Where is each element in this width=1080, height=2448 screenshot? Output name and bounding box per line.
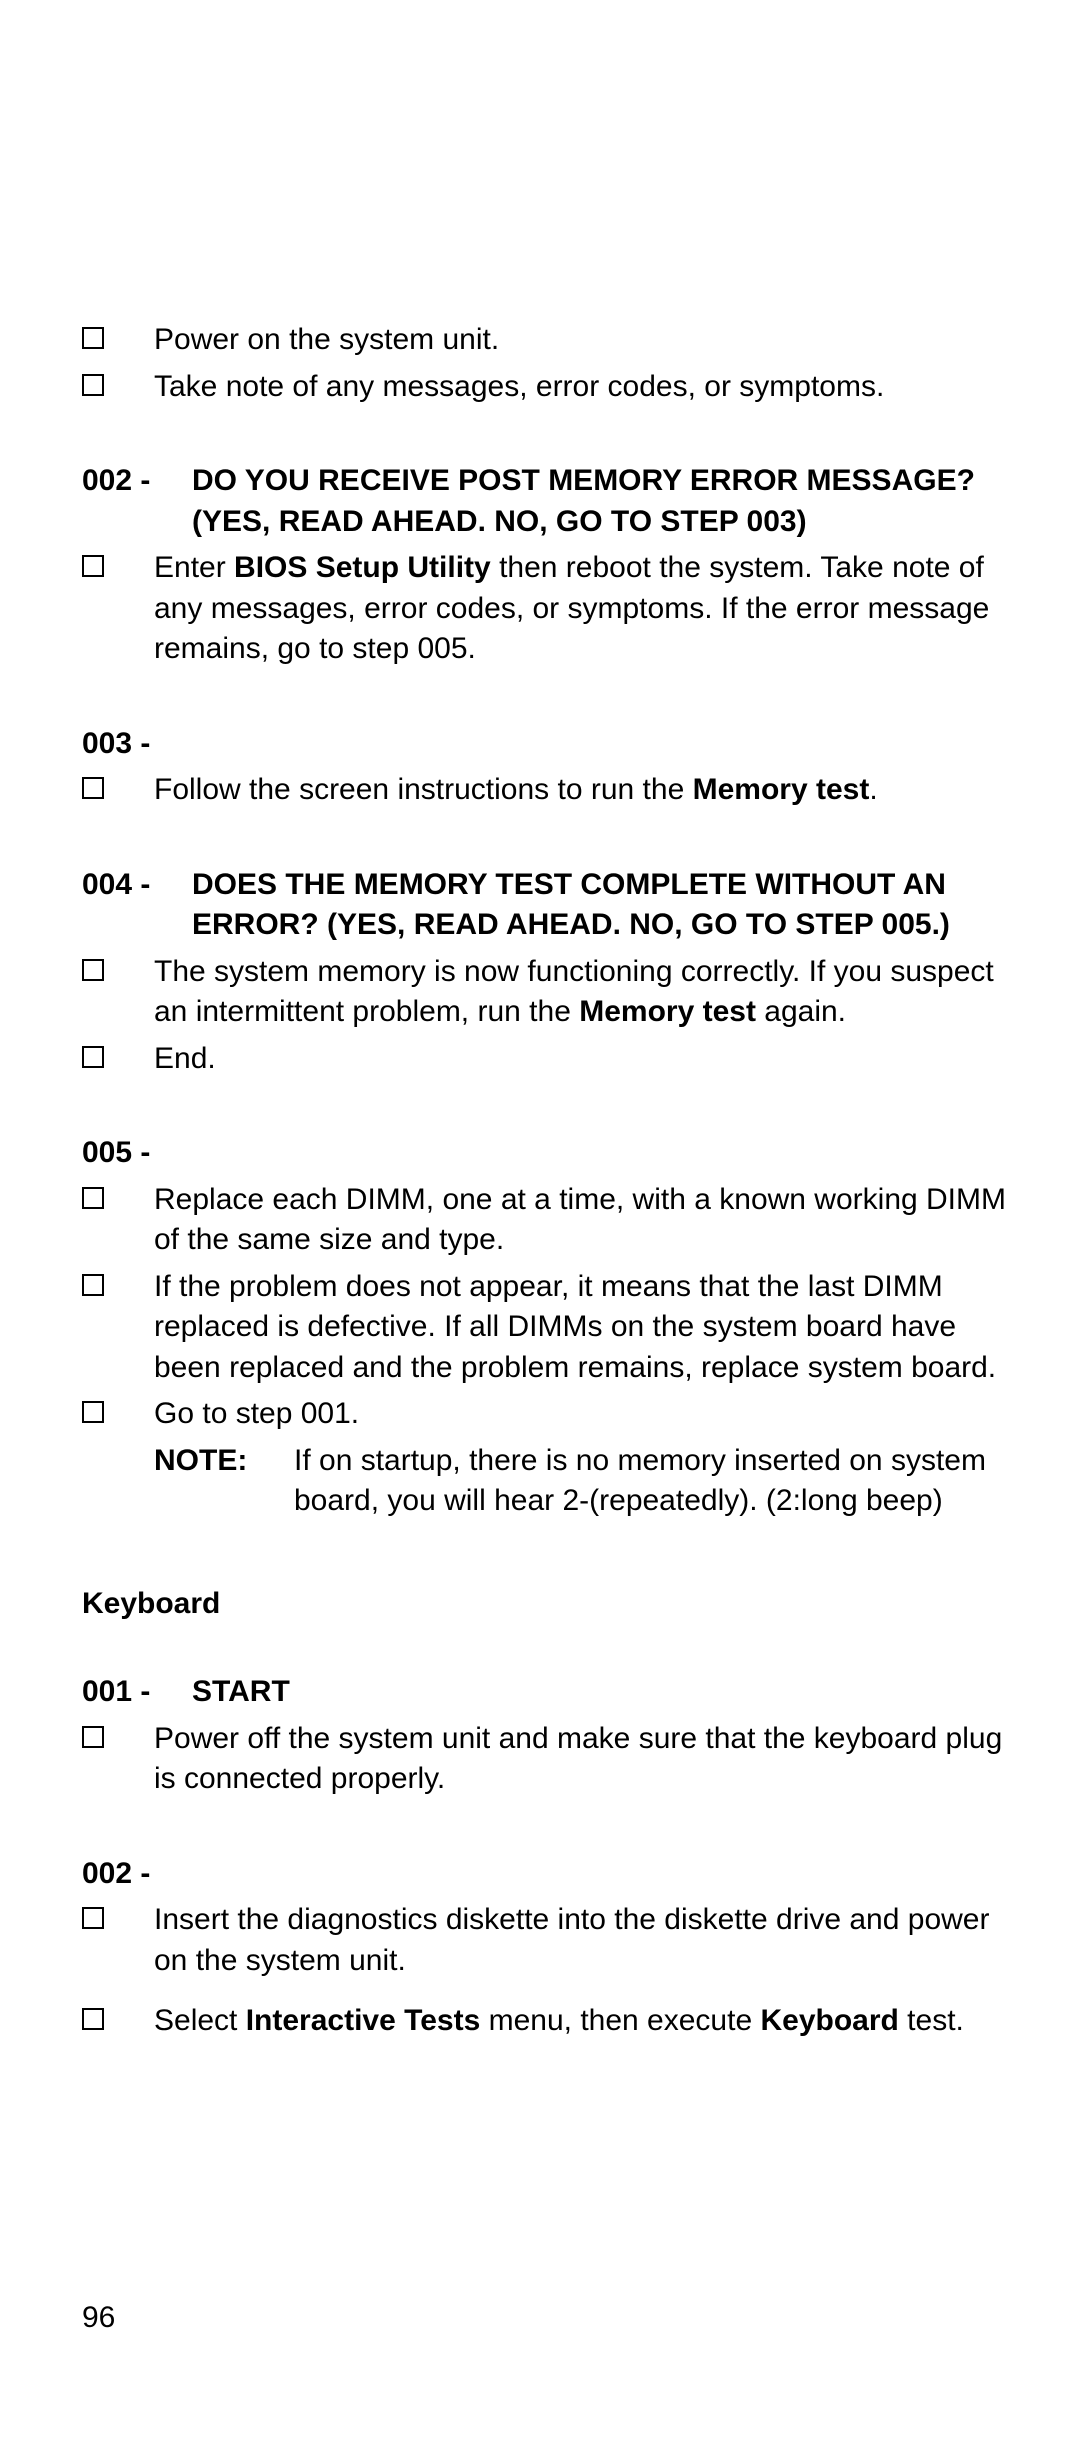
text-part: test. <box>899 2004 964 2037</box>
list-item: If the problem does not appear, it means… <box>82 1267 1010 1389</box>
body-text: Power off the system unit and make sure … <box>154 1719 1010 1800</box>
bullet-icon <box>82 1180 154 1220</box>
text-bold: BIOS Setup Utility <box>234 551 491 584</box>
text-bold: Interactive Tests <box>246 2004 481 2037</box>
body-text: If the problem does not appear, it means… <box>154 1267 1010 1389</box>
body-text: The system memory is now functioning cor… <box>154 952 1010 1033</box>
step-heading: 001 - START <box>82 1672 1010 1713</box>
list-item: Power on the system unit. <box>82 320 1010 361</box>
step-number: 002 - <box>82 461 192 502</box>
bullet-icon <box>82 1900 154 1940</box>
note: NOTE: If on startup, there is no memory … <box>154 1441 1010 1522</box>
list-item: Replace each DIMM, one at a time, with a… <box>82 1180 1010 1261</box>
list-item: Go to step 001. <box>82 1394 1010 1435</box>
bullet-icon <box>82 770 154 810</box>
bullet-icon <box>82 367 154 407</box>
step-number: 003 - <box>82 724 192 765</box>
bullet-icon <box>82 2001 154 2041</box>
step-number: 005 - <box>82 1133 192 1174</box>
bullet-icon <box>82 1719 154 1759</box>
list-item: End. <box>82 1039 1010 1080</box>
step-question: START <box>192 1672 1010 1713</box>
step-heading: 005 - <box>82 1133 1010 1174</box>
body-text: Go to step 001. <box>154 1394 1010 1435</box>
step-number: 004 - <box>82 865 192 906</box>
step-question: DOES THE MEMORY TEST COMPLETE WITHOUT AN… <box>192 865 1010 946</box>
step-question: DO YOU RECEIVE POST MEMORY ERROR MESSAGE… <box>192 461 1010 542</box>
step-number: 001 - <box>82 1672 192 1713</box>
text-part: menu, then execute <box>480 2004 760 2037</box>
body-text: Take note of any messages, error codes, … <box>154 367 1010 408</box>
text-part: Select <box>154 2004 246 2037</box>
step-heading: 002 - DO YOU RECEIVE POST MEMORY ERROR M… <box>82 461 1010 542</box>
body-text: End. <box>154 1039 1010 1080</box>
list-item: Power off the system unit and make sure … <box>82 1719 1010 1800</box>
body-text: Insert the diagnostics diskette into the… <box>154 1900 1010 1981</box>
body-text: Replace each DIMM, one at a time, with a… <box>154 1180 1010 1261</box>
list-item: Insert the diagnostics diskette into the… <box>82 1900 1010 1981</box>
section-title: Keyboard <box>82 1584 1010 1625</box>
bullet-icon <box>82 1267 154 1307</box>
bullet-icon <box>82 548 154 588</box>
list-item: Select Interactive Tests menu, then exec… <box>82 2001 1010 2042</box>
bullet-icon <box>82 1039 154 1079</box>
note-label: NOTE: <box>154 1441 294 1482</box>
bullet-icon <box>82 320 154 360</box>
document-page: Power on the system unit. Take note of a… <box>0 0 1080 2448</box>
text-part: . <box>869 773 877 806</box>
step-heading: 004 - DOES THE MEMORY TEST COMPLETE WITH… <box>82 865 1010 946</box>
body-text: Select Interactive Tests menu, then exec… <box>154 2001 1010 2042</box>
text-part: again. <box>756 995 846 1028</box>
text-bold: Keyboard <box>760 2004 898 2037</box>
list-item: Take note of any messages, error codes, … <box>82 367 1010 408</box>
list-item: Enter BIOS Setup Utility then reboot the… <box>82 548 1010 670</box>
step-number: 002 - <box>82 1854 192 1895</box>
text-bold: Memory test <box>579 995 756 1028</box>
step-heading: 003 - <box>82 724 1010 765</box>
text-part: The system memory is now functioning cor… <box>154 955 994 1029</box>
list-item: The system memory is now functioning cor… <box>82 952 1010 1033</box>
page-number: 96 <box>82 2298 115 2339</box>
body-text: Follow the screen instructions to run th… <box>154 770 1010 811</box>
body-text: Enter BIOS Setup Utility then reboot the… <box>154 548 1010 670</box>
text-part: Enter <box>154 551 234 584</box>
bullet-icon <box>82 952 154 992</box>
text-bold: Memory test <box>693 773 870 806</box>
bullet-icon <box>82 1394 154 1434</box>
step-heading: 002 - <box>82 1854 1010 1895</box>
list-item: Follow the screen instructions to run th… <box>82 770 1010 811</box>
text-part: Follow the screen instructions to run th… <box>154 773 693 806</box>
note-text: If on startup, there is no memory insert… <box>294 1441 1010 1522</box>
body-text: Power on the system unit. <box>154 320 1010 361</box>
